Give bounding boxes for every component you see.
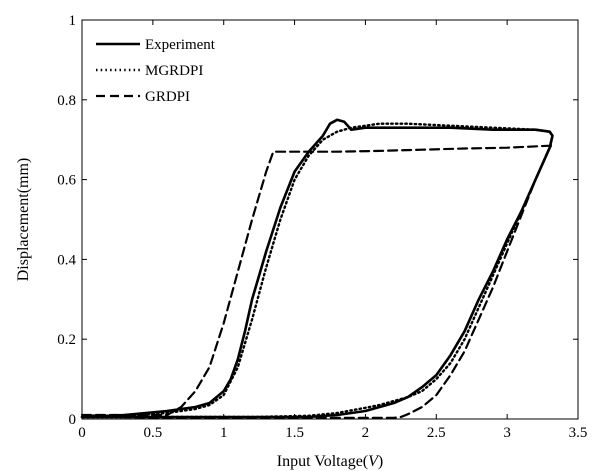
series-line-grdpi bbox=[80, 142, 554, 419]
x-tick-label: 3.5 bbox=[569, 425, 588, 441]
x-tick-label: 3 bbox=[503, 425, 511, 441]
y-tick-label: 0.4 bbox=[57, 252, 76, 268]
x-axis-title-suffix: ) bbox=[378, 453, 383, 470]
plot-layer bbox=[80, 118, 554, 419]
y-tick-label: 0.8 bbox=[57, 93, 76, 109]
x-axis-title-prefix: Input Voltage( bbox=[277, 453, 368, 470]
legend-label-experiment: Experiment bbox=[145, 37, 216, 53]
legend-label-grdpi: GRDPI bbox=[145, 89, 190, 105]
series-line-mgrdpi bbox=[80, 122, 554, 419]
y-tick-label: 0.6 bbox=[57, 173, 76, 189]
y-tick-label: 1 bbox=[69, 13, 77, 29]
x-tick-label: 0.5 bbox=[143, 425, 162, 441]
x-axis-title: Input Voltage(V) bbox=[277, 453, 384, 470]
y-axis-title: Displacement(mm) bbox=[15, 158, 32, 282]
x-tick-label: 2.5 bbox=[427, 425, 446, 441]
x-tick-label: 1 bbox=[220, 425, 228, 441]
x-tick-label: 2 bbox=[362, 425, 370, 441]
x-tick-label: 1.5 bbox=[285, 425, 304, 441]
legend-label-mgrdpi: MGRDPI bbox=[145, 63, 203, 79]
legend: Experiment MGRDPI GRDPI bbox=[96, 37, 216, 105]
plot-frame bbox=[81, 19, 579, 420]
y-tick-label: 0.2 bbox=[57, 332, 76, 348]
x-axis-title-variable: V bbox=[368, 453, 380, 470]
axis-layer: 0 0.5 1 1.5 2 2.5 3 3.5 0 0.2 0.4 0.6 0.8 1 bbox=[57, 13, 587, 441]
x-tick-label: 0 bbox=[78, 425, 86, 441]
y-tick-label: 0 bbox=[69, 412, 77, 428]
